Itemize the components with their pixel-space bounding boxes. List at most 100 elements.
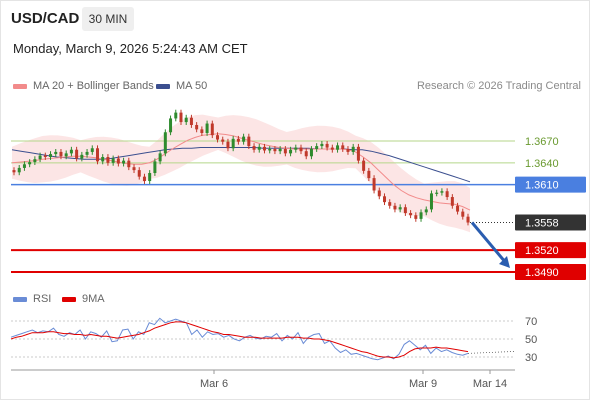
candle-body bbox=[268, 149, 272, 151]
ma50-swatch bbox=[156, 83, 170, 89]
candle-body bbox=[429, 193, 433, 210]
candle-body bbox=[283, 149, 287, 154]
candle-body bbox=[419, 212, 423, 219]
rsi-current-dotted bbox=[467, 351, 516, 354]
level-label-1.3558: 1.3558 bbox=[525, 218, 559, 230]
candle-body bbox=[356, 146, 360, 161]
candle-body bbox=[38, 155, 42, 160]
candle-body bbox=[43, 155, 47, 158]
candle-body bbox=[414, 215, 418, 219]
candle-body bbox=[106, 157, 110, 163]
candle-body bbox=[450, 197, 454, 206]
candle-body bbox=[226, 141, 230, 149]
level-tag-1.3610 bbox=[515, 176, 586, 193]
candle-body bbox=[247, 136, 251, 147]
candle-body bbox=[309, 149, 313, 157]
research-credit: Research © 2026 Trading Central bbox=[416, 80, 581, 92]
level-tag-1.3490 bbox=[515, 264, 586, 280]
candle-body bbox=[299, 147, 303, 152]
candle-body bbox=[49, 154, 53, 158]
ma20-line bbox=[11, 133, 471, 211]
candle-body bbox=[95, 148, 99, 162]
candle-body bbox=[461, 211, 465, 217]
candle-body bbox=[445, 191, 449, 198]
level-label-1.3610: 1.3610 bbox=[525, 180, 559, 192]
candle-body bbox=[325, 143, 329, 148]
candle-body bbox=[200, 129, 204, 133]
candle-body bbox=[116, 158, 120, 164]
candle-body bbox=[142, 176, 146, 182]
candle-body bbox=[304, 151, 308, 157]
level-tag-1.3558 bbox=[515, 214, 586, 231]
legend-ma20: MA 20 + Bollinger Bands bbox=[13, 80, 154, 92]
candle-body bbox=[383, 196, 387, 203]
bollinger-bands bbox=[12, 114, 470, 233]
rsi-ma9-line bbox=[10, 321, 469, 359]
candle-body bbox=[242, 136, 246, 142]
candle-body bbox=[409, 213, 413, 216]
candle-body bbox=[148, 173, 152, 182]
candle-body bbox=[262, 146, 266, 151]
candle-body bbox=[330, 147, 334, 150]
candle-body bbox=[456, 205, 460, 212]
level-label-1.3670: 1.3670 bbox=[525, 136, 559, 148]
legend-9ma: 9MA bbox=[62, 293, 105, 305]
ma50-label: MA 50 bbox=[176, 80, 208, 92]
candle-body bbox=[59, 151, 63, 157]
candle-body bbox=[85, 151, 89, 155]
x-tick-label: Mar 9 bbox=[409, 378, 437, 390]
ma20-label: MA 20 + Bollinger Bands bbox=[33, 80, 154, 92]
candle-body bbox=[403, 207, 407, 214]
candle-body bbox=[236, 138, 240, 142]
candle-body bbox=[210, 123, 214, 136]
candle-body bbox=[184, 117, 188, 123]
rsi-tick-70: 70 bbox=[525, 316, 537, 328]
candle-body bbox=[216, 135, 220, 140]
candle-body bbox=[132, 167, 136, 171]
rsi-label: RSI bbox=[33, 293, 52, 305]
candle-body bbox=[22, 164, 26, 168]
candle-body bbox=[158, 153, 162, 162]
candle-body bbox=[435, 192, 439, 194]
x-tick-label: Mar 6 bbox=[200, 378, 228, 390]
level-label-1.3490: 1.3490 bbox=[525, 267, 559, 279]
rsi-tick-30: 30 bbox=[525, 352, 537, 364]
candle-body bbox=[231, 138, 235, 149]
candle-body bbox=[33, 159, 37, 163]
level-label-1.3640: 1.3640 bbox=[525, 158, 559, 170]
candle-body bbox=[54, 151, 58, 155]
candle-body bbox=[80, 154, 84, 159]
candle-body bbox=[346, 149, 350, 152]
candle-body bbox=[273, 149, 277, 152]
chart-datetime: Monday, March 9, 2026 5:24:43 AM CET bbox=[13, 41, 248, 56]
x-tick-label: Mar 14 bbox=[473, 378, 507, 390]
ma20-swatch bbox=[13, 83, 27, 89]
candle-body bbox=[221, 139, 225, 142]
candle-body bbox=[64, 153, 68, 157]
candle-body bbox=[398, 207, 402, 210]
candle-body bbox=[320, 143, 324, 147]
ma50-line bbox=[11, 147, 471, 183]
candle-body bbox=[195, 124, 199, 130]
candle-body bbox=[289, 149, 293, 154]
candle-body bbox=[127, 160, 131, 168]
candle-body bbox=[122, 160, 126, 164]
ma9-label: 9MA bbox=[82, 293, 105, 305]
candle-body bbox=[28, 162, 32, 165]
candle-body bbox=[189, 117, 193, 125]
candle-body bbox=[169, 118, 173, 133]
candle-body bbox=[12, 170, 16, 173]
timeframe-badge[interactable]: 30 MIN bbox=[82, 7, 134, 31]
candle-body bbox=[101, 157, 105, 162]
candle-body bbox=[252, 146, 256, 150]
candle-body bbox=[341, 145, 345, 150]
candle-body bbox=[111, 158, 115, 163]
rsi-swatch bbox=[13, 296, 27, 302]
candle-body bbox=[153, 161, 157, 174]
candles bbox=[12, 109, 470, 226]
candle-body bbox=[174, 112, 178, 119]
candle-body bbox=[367, 170, 371, 179]
symbol-title: USD/CAD bbox=[11, 10, 80, 27]
candle-body bbox=[362, 160, 366, 171]
forecast-arrow bbox=[470, 221, 508, 264]
